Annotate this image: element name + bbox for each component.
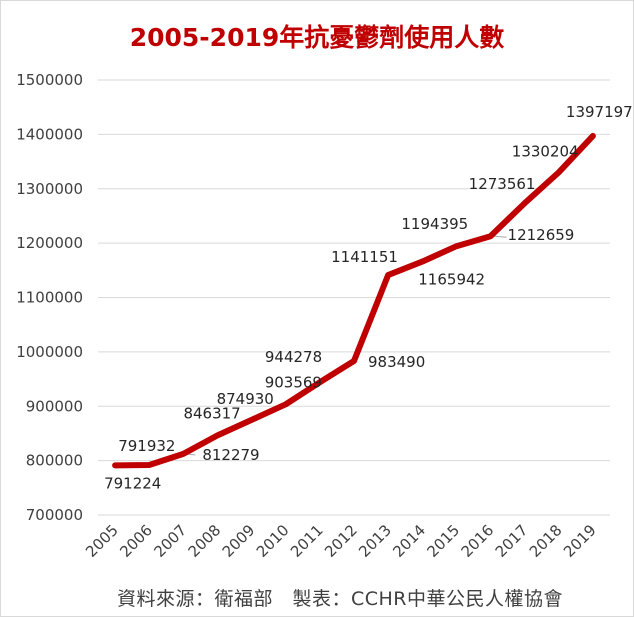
data-label: 1273561	[469, 175, 536, 193]
x-tick-label: 2015	[423, 521, 463, 561]
x-tick-label: 2005	[82, 521, 122, 561]
series-line	[112, 132, 596, 469]
data-label: 1194395	[401, 215, 468, 233]
series-line-group	[112, 132, 596, 469]
x-tick-label: 2007	[150, 521, 190, 561]
y-tick-label: 1500000	[16, 71, 83, 89]
data-label: 1397197	[566, 103, 633, 121]
y-tick-label: 1200000	[16, 234, 83, 252]
x-tick-label: 2018	[526, 521, 566, 561]
y-tick-label: 1300000	[16, 180, 83, 198]
data-label: 1141151	[331, 248, 398, 266]
data-label: 903569	[265, 373, 322, 391]
x-tick-label: 2006	[116, 521, 156, 561]
y-tick-label: 1100000	[16, 289, 83, 307]
chart-title: 2005-2019年抗憂鬱劑使用人數	[129, 23, 505, 52]
y-tick-label: 1000000	[16, 343, 83, 361]
x-tick-label: 2013	[355, 521, 395, 561]
x-tick-label: 2008	[185, 521, 225, 561]
data-label: 983490	[368, 353, 425, 371]
gridlines	[98, 79, 610, 516]
y-tick-label: 1400000	[16, 125, 83, 143]
label-leader-line	[494, 235, 507, 238]
x-tick-label: 2010	[253, 521, 293, 561]
source-note: 資料來源：衛福部 製表：CCHR中華公民人權協會	[116, 588, 564, 610]
data-label: 846317	[183, 404, 240, 422]
data-label: 791932	[118, 437, 175, 455]
x-tick-label: 2016	[458, 521, 498, 561]
data-label: 1330204	[512, 142, 579, 160]
data-label: 874930	[217, 390, 274, 408]
data-label: 1165942	[418, 271, 485, 289]
x-tick-label: 2017	[492, 521, 532, 561]
x-tick-label: 2012	[321, 521, 361, 561]
y-tick-label: 700000	[26, 506, 83, 524]
x-tick-label: 2011	[287, 521, 327, 561]
data-label: 812279	[202, 446, 259, 464]
data-label: 1212659	[508, 226, 575, 244]
data-label: 944278	[265, 348, 322, 366]
data-label: 791224	[104, 474, 161, 492]
y-tick-label: 900000	[26, 397, 83, 415]
x-tick-label: 2009	[219, 521, 259, 561]
x-tick-labels: 2005200620072008200920102011201220132014…	[82, 521, 600, 561]
y-tick-label: 800000	[26, 452, 83, 470]
y-tick-labels: 700000 800000 900000 1000000 1100000 1200000 1…	[16, 71, 83, 524]
x-tick-label: 2019	[560, 521, 600, 561]
x-tick-label: 2014	[389, 521, 429, 561]
